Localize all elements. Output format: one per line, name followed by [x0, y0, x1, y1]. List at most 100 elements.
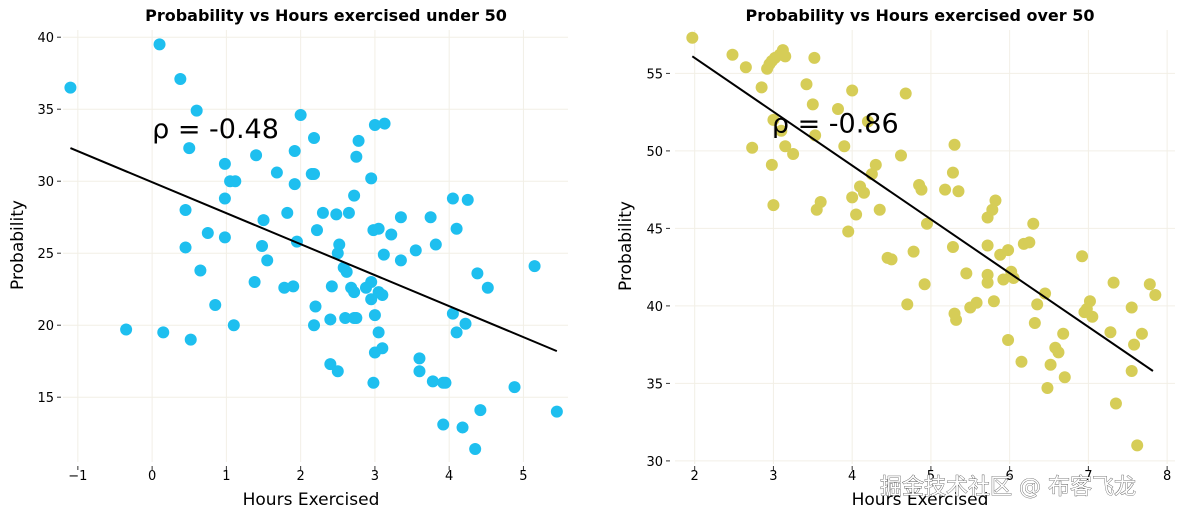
left-data-point: [461, 193, 474, 206]
right-data-point: [1143, 278, 1156, 291]
right-data-point: [1128, 338, 1141, 351]
left-data-point: [459, 317, 472, 330]
right-chart-title: Probability vs Hours exercised over 50: [746, 6, 1095, 25]
left-data-point: [340, 265, 353, 278]
right-data-point: [814, 196, 827, 209]
left-data-point: [350, 150, 363, 163]
left-data-point: [413, 352, 426, 365]
right-x-axis-label: Hours Exercised: [852, 490, 989, 510]
left-data-point: [157, 326, 170, 339]
right-data-point: [915, 183, 928, 196]
right-data-point: [970, 296, 983, 309]
right-data-point: [907, 245, 920, 258]
left-data-point: [209, 299, 222, 312]
right-data-point: [920, 217, 933, 230]
left-y-tick-label: 35: [37, 103, 54, 118]
right-data-point: [1039, 287, 1052, 300]
left-data-point: [324, 358, 337, 371]
right-data-point: [1007, 272, 1020, 284]
left-data-point: [324, 313, 337, 326]
right-data-point: [775, 124, 788, 137]
left-data-point: [367, 376, 380, 389]
left-data-point: [64, 81, 77, 94]
left-x-tick-label: 1: [222, 469, 230, 484]
right-data-point: [767, 113, 780, 126]
left-data-point: [446, 307, 459, 320]
left-data-point: [450, 326, 463, 339]
left-data-point: [330, 208, 343, 221]
right-data-point: [1002, 244, 1015, 257]
right-x-tick-label: 5: [927, 469, 935, 484]
right-data-point: [1057, 327, 1070, 340]
left-data-point: [325, 280, 338, 293]
right-y-axis-label: Probability: [616, 201, 636, 291]
left-data-point: [308, 319, 321, 332]
right-data-point: [1125, 301, 1138, 314]
left-data-point: [250, 149, 263, 162]
left-data-point: [308, 132, 321, 144]
left-data-point: [179, 241, 192, 254]
right-data-point: [1044, 358, 1057, 371]
left-x-tick-label: 5: [519, 469, 527, 484]
right-data-point: [1076, 250, 1089, 263]
right-data-point: [946, 241, 959, 253]
left-data-point: [409, 244, 422, 257]
left-data-point: [270, 166, 283, 179]
right-data-point: [1052, 346, 1065, 359]
right-data-point: [850, 208, 863, 221]
left-y-tick-label: 25: [37, 247, 54, 262]
left-data-point: [227, 319, 240, 332]
right-data-point: [873, 203, 886, 216]
right-data-point: [1031, 298, 1044, 311]
left-data-point: [474, 404, 487, 417]
right-data-point: [800, 78, 813, 91]
right-data-point: [1028, 316, 1041, 329]
right-data-point: [1125, 365, 1138, 377]
right-data-point: [1149, 289, 1162, 302]
right-y-tick-label: 40: [646, 300, 663, 315]
right-data-point: [726, 48, 739, 61]
left-correlation-annotation: ρ = -0.48: [152, 114, 279, 145]
right-data-point: [831, 103, 844, 116]
left-data-point: [446, 192, 459, 205]
left-data-point: [190, 104, 203, 117]
left-data-point: [153, 38, 166, 51]
left-data-point: [339, 312, 352, 324]
right-x-tick-label: 7: [1084, 469, 1092, 484]
right-data-point: [686, 31, 699, 44]
left-data-point: [377, 248, 390, 261]
left-x-axis-label: Hours Exercised: [243, 490, 380, 510]
left-data-point: [278, 281, 291, 294]
left-data-point: [508, 381, 521, 394]
left-regression-line: [70, 147, 558, 353]
left-data-point: [174, 72, 187, 85]
right-correlation-annotation: ρ = -0.86: [772, 108, 899, 139]
right-data-point: [846, 84, 859, 97]
right-data-point: [946, 166, 959, 179]
right-data-point: [857, 186, 870, 199]
left-data-point: [287, 280, 300, 293]
right-data-point: [1002, 334, 1015, 346]
left-y-tick-label: 40: [37, 31, 54, 46]
right-data-point: [1080, 303, 1093, 315]
left-data-point: [368, 119, 381, 132]
right-data-point: [952, 185, 965, 198]
right-data-point: [1015, 355, 1028, 368]
left-data-point: [261, 254, 274, 267]
right-data-point: [787, 148, 800, 160]
left-data-point: [481, 281, 494, 294]
right-data-point: [842, 225, 855, 238]
left-data-point: [352, 134, 365, 147]
right-data-point: [1135, 327, 1148, 340]
right-data-point: [997, 273, 1010, 286]
left-data-point: [469, 443, 482, 456]
right-data-point: [950, 313, 963, 326]
left-data-point: [201, 227, 214, 240]
left-x-tick-label: 2: [297, 469, 305, 484]
right-data-point: [808, 51, 821, 64]
left-data-point: [316, 206, 329, 219]
left-data-point: [368, 309, 381, 322]
left-data-point: [365, 276, 378, 288]
